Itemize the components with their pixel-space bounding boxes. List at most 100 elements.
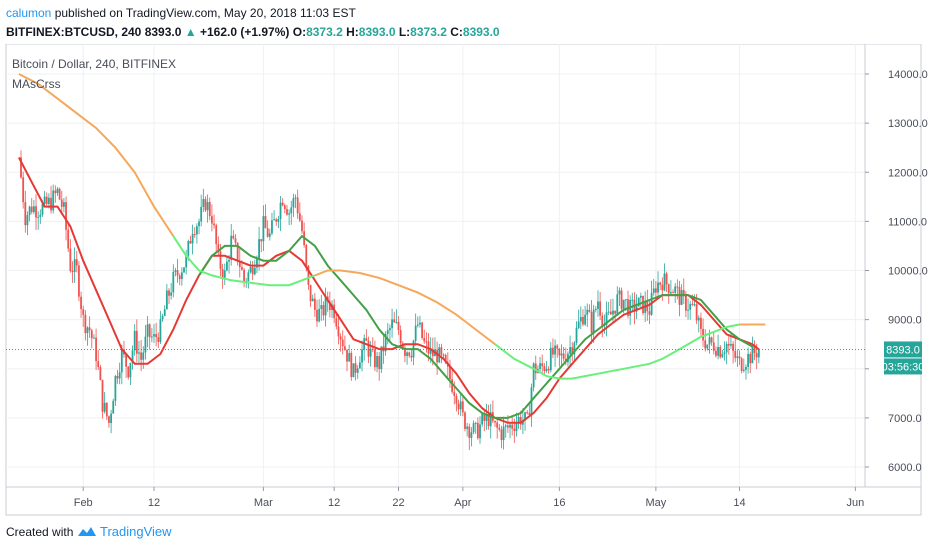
candle-up — [622, 299, 625, 309]
candle-down — [455, 395, 458, 404]
candle-up — [150, 336, 153, 338]
candle-down — [700, 317, 702, 329]
candle-up — [560, 353, 563, 356]
candle-down — [140, 352, 143, 360]
candle-up — [185, 255, 188, 268]
open-value: 8373.2 — [306, 25, 343, 39]
created-with-text: Created with — [6, 525, 74, 539]
candle-up — [554, 345, 556, 355]
candle-up — [532, 363, 535, 388]
candle-down — [193, 233, 196, 235]
candle-down — [82, 309, 85, 315]
candle-down — [127, 366, 130, 378]
candle-down — [654, 288, 657, 293]
tradingview-brand-link[interactable]: TradingView — [100, 524, 172, 539]
candle-up — [466, 426, 469, 429]
candle-down — [30, 206, 33, 213]
last-price-badge-text: 8393.0 — [886, 344, 920, 356]
candle-up — [256, 259, 258, 268]
candle-up — [358, 362, 361, 369]
candle-down — [176, 270, 179, 276]
high-label: H: — [346, 25, 359, 39]
candle-up — [174, 270, 177, 272]
price-chart[interactable]: 6000.07000.08000.09000.010000.011000.012… — [0, 44, 932, 516]
candle-down — [168, 290, 170, 296]
candle-down — [558, 348, 561, 356]
candle-up — [262, 216, 265, 242]
candle-up — [112, 400, 115, 414]
candle-down — [494, 420, 496, 423]
candle-down — [461, 401, 464, 413]
candle-down — [732, 343, 734, 351]
candle-up — [594, 309, 597, 311]
candle-down — [526, 412, 529, 414]
candle-up — [361, 349, 363, 363]
candle-up — [730, 343, 732, 346]
candle-up — [687, 309, 689, 311]
candle-up — [63, 202, 65, 207]
candle-down — [84, 314, 87, 334]
candle-down — [365, 338, 368, 341]
candle-down — [404, 347, 406, 356]
candle-down — [286, 209, 288, 215]
candle-up — [56, 188, 59, 194]
candle-up — [52, 190, 55, 211]
candle-down — [672, 292, 674, 294]
candle-down — [500, 429, 503, 441]
candle-down — [749, 353, 752, 364]
slow-ma-line-green — [494, 323, 740, 380]
candle-up — [504, 425, 507, 427]
candle-down — [659, 282, 662, 285]
candle-up — [631, 299, 634, 301]
candle-down — [571, 347, 574, 355]
candle-down — [704, 340, 707, 349]
candle-down — [513, 428, 516, 432]
candle-down — [552, 347, 554, 355]
candle-down — [328, 301, 331, 311]
author-link[interactable]: calumon — [6, 6, 52, 20]
candle-down — [35, 206, 37, 218]
candle-down — [425, 341, 428, 343]
candle-down — [734, 350, 737, 358]
candle-down — [221, 268, 224, 279]
candle-down — [215, 225, 218, 245]
candle-up — [639, 295, 642, 298]
candle-down — [453, 391, 456, 396]
candle-up — [247, 272, 250, 281]
candle-up — [32, 206, 35, 213]
change-value: +162.0 (+1.97%) — [199, 25, 290, 39]
candle-up — [539, 363, 541, 370]
candle-up — [228, 259, 230, 262]
candle-down — [464, 412, 466, 429]
candle-down — [354, 363, 357, 373]
candle-down — [213, 223, 215, 226]
candle-down — [243, 269, 245, 282]
candle-up — [37, 216, 40, 218]
candle-down — [296, 197, 299, 214]
price-tick-label: 13000.0 — [888, 118, 928, 130]
candle-down — [101, 379, 104, 412]
candle-down — [599, 301, 602, 316]
time-axis[interactable]: Feb 12 Mar 12 22 Apr 16 May 14 Jun — [74, 487, 864, 509]
candle-down — [260, 239, 263, 242]
candle-down — [642, 295, 644, 314]
candle-up — [86, 327, 89, 334]
time-tick-label: 16 — [553, 497, 565, 509]
candle-up — [515, 423, 518, 432]
indicator-label[interactable]: MAsCrss — [12, 77, 61, 91]
candle-up — [380, 346, 383, 370]
price-tick-label: 14000.0 — [888, 69, 928, 81]
candle-down — [337, 326, 340, 337]
candle-down — [691, 303, 694, 305]
candle-up — [717, 346, 719, 356]
candle-down — [313, 298, 316, 310]
published-text: published on TradingView.com, May 20, 20… — [54, 6, 356, 20]
candle-up — [110, 413, 112, 424]
candle-up — [607, 311, 610, 313]
candle-up — [159, 319, 162, 342]
candle-up — [183, 267, 185, 273]
candle-down — [740, 358, 743, 371]
candle-up — [320, 305, 323, 309]
candle-up — [612, 310, 614, 315]
candle-up — [129, 362, 132, 378]
